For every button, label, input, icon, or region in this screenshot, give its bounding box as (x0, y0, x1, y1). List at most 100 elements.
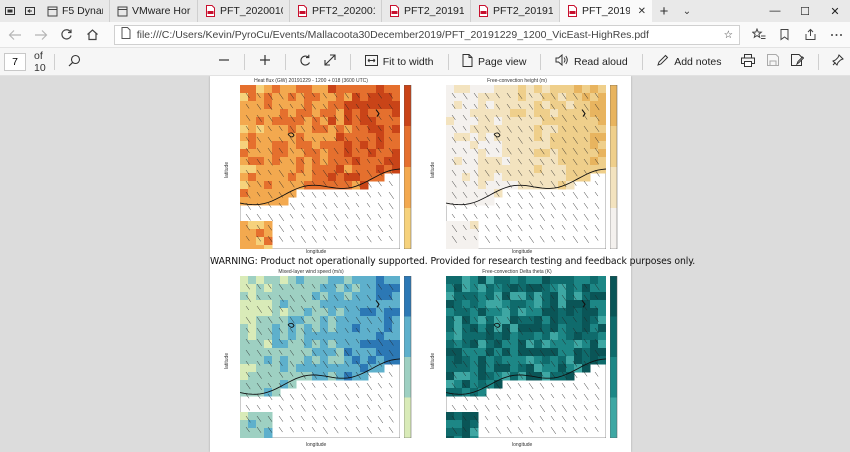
y-axis-label: latitude (430, 352, 436, 369)
page-number-input[interactable] (4, 52, 26, 71)
wind-vectors (245, 283, 395, 434)
new-tab-button[interactable]: + (659, 2, 669, 20)
tab-label: VMware Horizon (132, 5, 191, 17)
wind-vectors (245, 92, 394, 243)
tab-pdf-2[interactable]: PFT2_20200103_ (290, 0, 382, 22)
tab-pdf-1[interactable]: PFT_20200103_1 (198, 0, 290, 22)
panel-title: Free-convection Delta theta (K) (482, 269, 552, 275)
toolbar-divider (641, 53, 643, 70)
toolbar-divider (284, 53, 286, 70)
address-bar[interactable]: file:///C:/Users/Kevin/PyroCu/Events/Mal… (113, 24, 740, 45)
pdf-icon (477, 5, 489, 17)
back-arrow-icon[interactable] (2, 22, 28, 48)
address-url: file:///C:/Users/Kevin/PyroCu/Events/Mal… (136, 28, 649, 41)
save-as-button[interactable] (785, 49, 810, 75)
toolbar-divider (447, 53, 449, 70)
heat-flux-map (240, 85, 400, 249)
zoom-in-button[interactable] (253, 49, 277, 75)
search-button[interactable] (62, 49, 87, 75)
tab-pdf-4[interactable]: PFT2_20191229_ (471, 0, 560, 22)
home-icon[interactable] (80, 22, 106, 48)
share-icon[interactable] (798, 22, 824, 48)
x-axis-label: longitude (512, 442, 533, 448)
fit-width-icon (364, 54, 378, 69)
toolbar-divider (350, 53, 351, 70)
panel-title: Free-convection height (m) (487, 78, 547, 84)
free-convection-height-map (446, 85, 606, 249)
tab-label: PFT2_20191229_ (493, 5, 553, 17)
tab-pdf-active[interactable]: PFT_201912 ✕ (560, 0, 652, 22)
print-button[interactable] (735, 49, 761, 75)
heat-flux-colorbar (404, 85, 412, 249)
mixed-layer-wind-map (240, 276, 400, 438)
expand-icon (324, 54, 336, 69)
pin-icon (832, 54, 844, 69)
save-as-icon (790, 54, 804, 69)
pdf-icon (296, 5, 308, 17)
plus-icon (259, 54, 271, 69)
land-field (240, 276, 400, 438)
forward-arrow-icon[interactable] (28, 22, 54, 48)
save-button[interactable] (761, 49, 785, 75)
print-icon (740, 53, 755, 70)
refresh-icon[interactable] (54, 22, 80, 48)
free-convection-height-colorbar (610, 85, 618, 249)
fit-to-width-button[interactable]: Fit to width (359, 49, 440, 75)
close-window-icon[interactable]: ✕ (830, 5, 840, 18)
warning-text: WARNING: Product not operationally suppo… (210, 256, 696, 267)
favorite-star-icon[interactable]: ☆ (723, 28, 733, 41)
tab-label: PFT_201912 (582, 5, 630, 17)
favorites-list-icon[interactable] (746, 22, 772, 48)
pdf-icon (566, 5, 578, 17)
tab-label: PFT_20200103_1 (220, 5, 283, 17)
wind-vectors (451, 283, 600, 435)
tab-list-chevron-icon[interactable]: ⌄ (682, 5, 692, 17)
tabs-aside-icon[interactable] (20, 0, 40, 22)
toolbar-divider (53, 53, 55, 70)
tab-strip: F5 Dynamic Web VMware Horizon PFT_202001… (0, 0, 850, 22)
x-axis-label: longitude (512, 249, 533, 255)
wind-vectors (451, 92, 600, 244)
tab-pdf-3[interactable]: PFT2_20191229_ (382, 0, 471, 22)
delta-theta-colorbar (610, 276, 618, 438)
page-view-button[interactable]: Page view (456, 49, 532, 75)
panel-title: Mixed-layer wind speed (m/s) (278, 269, 344, 275)
mixed-layer-wind-colorbar (404, 276, 412, 438)
tab-strip-spacer (698, 0, 760, 22)
minimize-icon[interactable]: — (769, 5, 781, 17)
read-aloud-button[interactable]: Read aloud (549, 49, 634, 75)
tab-label: F5 Dynamic Web (62, 5, 103, 17)
tab-actions-icon[interactable] (0, 0, 20, 22)
tab-vmware-horizon[interactable]: VMware Horizon (110, 0, 198, 22)
navigation-bar: file:///C:/Users/Kevin/PyroCu/Events/Mal… (0, 22, 850, 48)
panel-title: Heat flux (GW) 20191229 - 1200 + 018 (36… (254, 78, 368, 84)
rotate-icon (299, 54, 312, 70)
y-axis-label: latitude (224, 352, 230, 369)
zoom-out-button[interactable] (212, 49, 236, 75)
maximize-icon[interactable]: ☐ (800, 5, 810, 18)
pin-toolbar-button[interactable] (826, 49, 850, 75)
more-menu-icon[interactable] (824, 22, 850, 48)
pdf-page: Heat flux (GW) 20191229 - 1200 + 018 (36… (210, 76, 696, 452)
delta-theta-panel: Free-convection Delta theta (K) latitude… (430, 269, 628, 449)
web-page-icon (116, 5, 128, 17)
toolbar-divider (817, 53, 818, 70)
x-axis-label: longitude (306, 249, 327, 255)
rotate-button[interactable] (293, 49, 318, 75)
read-aloud-icon (555, 53, 569, 69)
close-tab-icon[interactable]: ✕ (637, 5, 646, 17)
fullscreen-button[interactable] (318, 49, 342, 75)
reading-list-icon[interactable] (772, 22, 798, 48)
page-count-label: of 10 (34, 49, 46, 74)
toolbar-divider (540, 53, 541, 70)
pen-icon (656, 54, 669, 70)
pdf-document-area[interactable]: Heat flux (GW) 20191229 - 1200 + 018 (36… (0, 76, 850, 452)
add-notes-button[interactable]: Add notes (650, 49, 727, 75)
tab-label: PFT2_20191229_ (404, 5, 464, 17)
add-notes-label: Add notes (674, 55, 722, 68)
tab-f5-dynamic-web[interactable]: F5 Dynamic Web (40, 0, 110, 22)
page-view-label: Page view (478, 55, 527, 68)
tab-label: PFT2_20200103_ (312, 5, 375, 17)
land-field (446, 276, 606, 438)
pdf-icon (204, 5, 216, 17)
